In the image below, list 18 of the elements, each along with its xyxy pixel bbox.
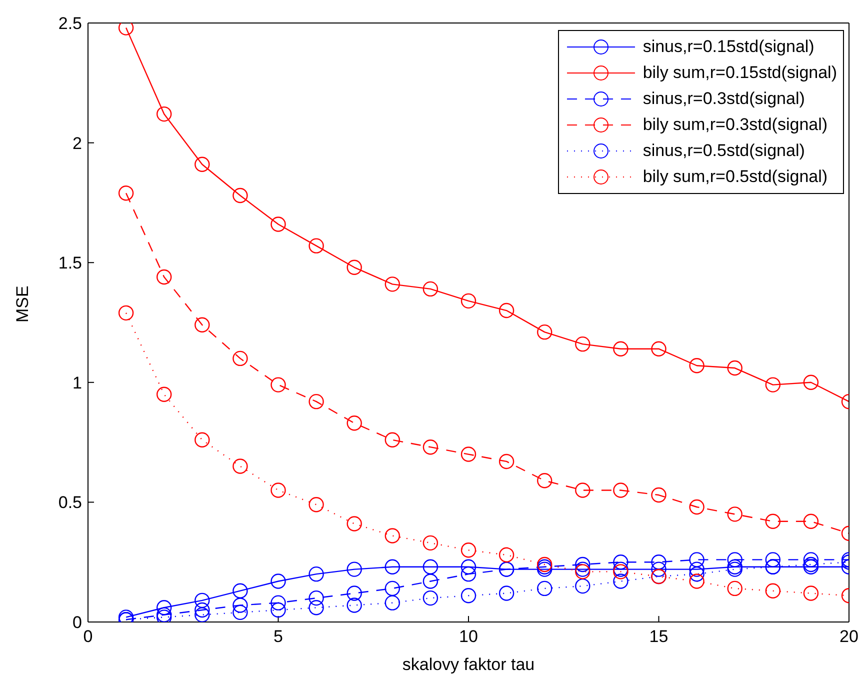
y-axis-title: MSE	[13, 286, 32, 322]
x-tick-label: 15	[649, 627, 668, 646]
legend-label: sinus,r=0.15std(signal)	[642, 37, 814, 57]
legend-label: bily sum,r=0.5std(signal)	[642, 167, 828, 187]
x-tick-label: 5	[274, 627, 283, 646]
legend-label: sinus,r=0.5std(signal)	[642, 141, 805, 161]
y-tick-label: 0	[72, 613, 82, 632]
legend-label: bily sum,r=0.15std(signal)	[642, 63, 837, 83]
y-tick-label: 2.5	[58, 14, 82, 34]
x-tick-label: 10	[459, 627, 478, 646]
x-tick-label: 20	[840, 627, 858, 646]
legend-label: bily sum,r=0.3std(signal)	[642, 115, 828, 135]
y-tick-label: 2	[72, 134, 82, 153]
y-tick-label: 1.5	[58, 254, 82, 273]
legend-label: sinus,r=0.3std(signal)	[642, 89, 805, 109]
x-axis-title: skalovy faktor tau	[402, 655, 535, 674]
y-tick-label: 1	[72, 373, 82, 392]
y-tick-label: 0.5	[58, 493, 82, 512]
